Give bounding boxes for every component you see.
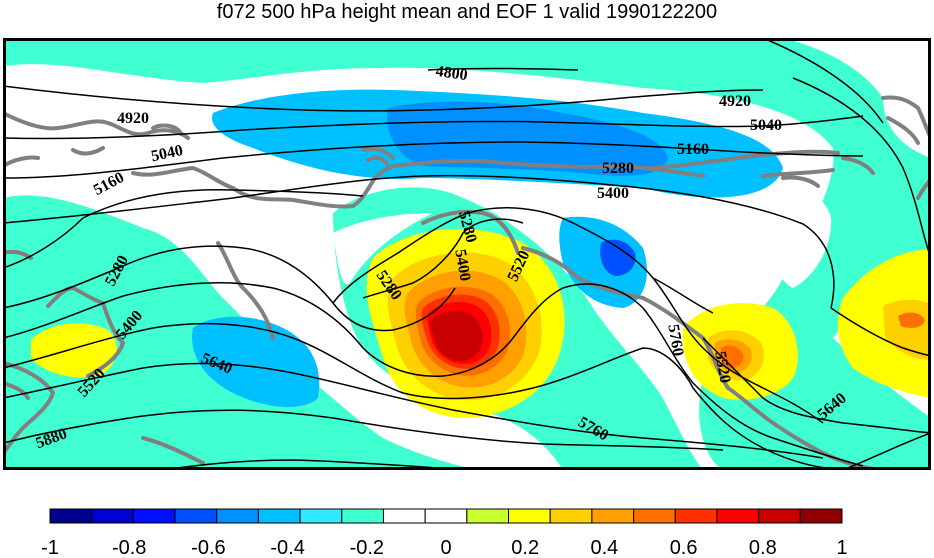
colorbar-swatch xyxy=(174,508,218,524)
colorbar-swatch xyxy=(382,508,426,524)
coastline-segment xyxy=(781,175,820,188)
colorbar-swatch xyxy=(49,508,93,524)
anomaly-region-white xyxy=(333,213,433,285)
contour-label: 4920 xyxy=(117,110,149,127)
contour-label: 5040 xyxy=(750,117,782,134)
coastline-segment xyxy=(726,386,885,470)
colorbar-swatch xyxy=(799,508,843,524)
colorbar-tick-label: -0.6 xyxy=(191,537,225,558)
height-contour-line xyxy=(3,322,854,470)
height-contour-line xyxy=(332,207,824,424)
eof-shading xyxy=(3,38,931,470)
height-contour-line xyxy=(427,67,579,71)
colorbar-swatch xyxy=(424,508,468,524)
coastline-segment xyxy=(886,116,920,145)
contour-label: 5400 xyxy=(597,185,629,202)
colorbar-swatch xyxy=(216,508,259,524)
contour-label: 5160 xyxy=(677,141,709,158)
height-contour-line xyxy=(792,77,931,259)
contour-label: 5040 xyxy=(150,142,185,165)
height-contour-line xyxy=(842,432,931,470)
colorbar-tick-label: 1 xyxy=(836,537,847,558)
coastline-segment xyxy=(841,156,875,175)
coastline-segment xyxy=(216,241,275,340)
anomaly-region-white xyxy=(3,142,83,178)
height-contour-line xyxy=(652,277,714,314)
colorbar-tick-label: 0 xyxy=(440,537,451,558)
coastline-segment xyxy=(881,95,931,140)
colorbar-tick-label: -0.4 xyxy=(270,537,304,558)
height-contour-line xyxy=(3,362,824,459)
colorbar-swatch xyxy=(633,508,676,524)
anomaly-region-blue xyxy=(387,101,668,176)
height-contour-line xyxy=(3,281,864,467)
colorbar-swatch xyxy=(591,508,635,524)
colorbar-tick-label: 0.8 xyxy=(749,537,777,558)
colorbar-swatch xyxy=(758,508,801,524)
colorbar-swatch xyxy=(341,508,384,524)
height-contour-line xyxy=(362,218,524,299)
coastline-segment xyxy=(391,158,705,178)
height-contour-line xyxy=(3,85,764,112)
colorbar-tick-label: 0.4 xyxy=(590,537,618,558)
coastline-segment xyxy=(3,361,55,455)
anomaly-region-mid_blue xyxy=(600,239,636,276)
anomaly-region-light_blue xyxy=(192,316,320,408)
coastline-segment xyxy=(141,436,205,465)
anomaly-region-white xyxy=(230,193,306,279)
colorbar-swatch xyxy=(549,508,593,524)
contour-label: 5760 xyxy=(664,323,686,357)
colorbar-swatch xyxy=(299,508,343,524)
coastline-segment xyxy=(761,168,835,178)
map-border xyxy=(3,38,931,470)
height-contour-line xyxy=(3,115,864,140)
coastline-segment xyxy=(131,123,235,190)
coastline-segment xyxy=(651,149,840,170)
height-contour-line xyxy=(3,141,864,179)
height-contour-line xyxy=(3,174,835,309)
coastline-segment xyxy=(231,164,395,209)
colorbar-swatch xyxy=(466,508,510,524)
colorbar-swatch xyxy=(257,508,301,524)
coastline-segment xyxy=(86,301,125,378)
coastline-segment xyxy=(421,209,520,255)
colorbar: -1 -0.8 -0.6 -0.4 -0.2 0 0.2 0.4 0.6 0.8 1 xyxy=(41,508,848,558)
height-contour-line xyxy=(3,189,364,269)
anomaly-region-yellow xyxy=(31,323,117,378)
colorbar-swatch xyxy=(716,508,760,524)
height-contour-line xyxy=(762,38,884,124)
anomaly-region-cyan xyxy=(3,38,931,470)
colorbar-swatch xyxy=(132,508,176,524)
colorbar-tick-label: -1 xyxy=(41,537,59,558)
map-title: f072 500 hPa height mean and EOF 1 valid… xyxy=(216,1,718,23)
colorbar-tick-label: -0.8 xyxy=(112,537,146,558)
contour-label: 5280 xyxy=(602,160,634,177)
height-contour-line xyxy=(830,307,931,357)
coastline-segment xyxy=(46,286,105,308)
colorbar-swatch xyxy=(508,508,551,524)
colorbar-tick-label: 0.2 xyxy=(511,537,539,558)
colorbar-tick-label: 0.6 xyxy=(670,537,698,558)
anomaly-region-dark_orange xyxy=(898,312,925,328)
contour-label: 4800 xyxy=(435,63,469,84)
coastline-segment xyxy=(641,296,730,390)
coastline-segment xyxy=(361,146,395,166)
contour-label: 5400 xyxy=(451,248,473,282)
colorbar-swatch xyxy=(674,508,718,524)
height-contour-line xyxy=(3,409,724,451)
contour-label: 5520 xyxy=(711,350,733,384)
height-contours xyxy=(3,38,931,470)
contour-label: 4920 xyxy=(719,93,751,110)
colorbar-tick-label: -0.2 xyxy=(350,537,384,558)
coastline-segment xyxy=(3,111,190,140)
height-contour-line xyxy=(702,337,931,434)
anomaly-region-dark_red xyxy=(430,311,483,362)
height-contour-line xyxy=(3,245,456,332)
colorbar-swatch xyxy=(91,508,134,524)
